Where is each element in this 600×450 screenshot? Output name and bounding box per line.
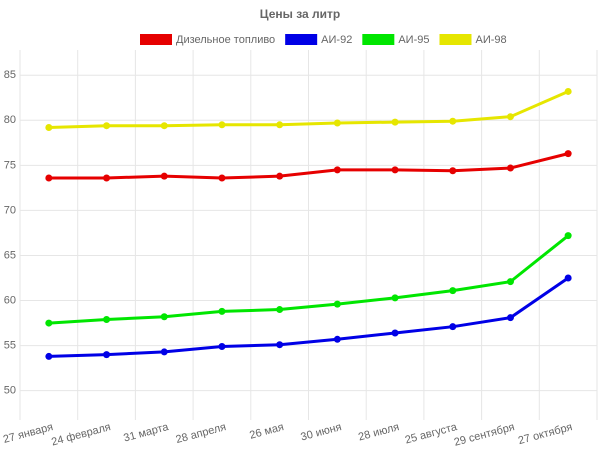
y-tick-label: 75 <box>4 159 16 171</box>
data-point <box>391 294 399 302</box>
x-tick-label: 31 марта <box>122 421 170 445</box>
data-point <box>506 278 514 286</box>
data-point <box>564 150 572 158</box>
data-point <box>449 117 457 125</box>
y-tick-label: 85 <box>4 69 16 81</box>
series-line <box>48 234 570 325</box>
data-point <box>276 341 284 349</box>
data-point <box>564 232 572 240</box>
data-point <box>333 300 341 308</box>
data-point <box>218 174 226 182</box>
x-tick-label: 28 апреля <box>175 421 228 446</box>
data-point <box>391 166 399 174</box>
data-point <box>276 121 284 129</box>
data-point <box>160 122 168 130</box>
legend-swatch <box>285 34 318 45</box>
data-point <box>391 329 399 337</box>
series-line <box>48 152 569 180</box>
data-point <box>564 274 572 282</box>
data-point <box>45 319 53 327</box>
data-point <box>449 287 457 295</box>
data-point <box>333 335 341 343</box>
data-point <box>160 313 168 321</box>
y-tick-label: 80 <box>4 114 16 126</box>
data-point <box>333 119 341 127</box>
legend-swatch <box>439 34 472 45</box>
data-point <box>506 113 514 121</box>
y-tick-label: 70 <box>4 204 16 216</box>
y-tick-label: 60 <box>4 294 16 306</box>
series-line <box>48 90 569 130</box>
legend-swatch <box>140 34 172 45</box>
legend-swatch <box>362 34 395 45</box>
data-point <box>45 352 53 360</box>
x-tick-label: 24 февраля <box>50 421 112 448</box>
y-tick-label: 65 <box>4 249 16 261</box>
data-point <box>506 314 514 322</box>
data-point <box>506 164 514 172</box>
x-tick-label: 25 августа <box>404 421 459 447</box>
data-point <box>564 87 572 95</box>
x-tick-label: 27 октября <box>517 421 574 447</box>
data-point <box>103 351 111 359</box>
y-tick-label: 50 <box>4 385 16 397</box>
series-line <box>48 276 569 358</box>
x-tick-label: 28 июля <box>357 421 401 443</box>
legend-label: Дизельное топливо <box>176 34 275 46</box>
data-point <box>276 172 284 180</box>
data-point <box>218 343 226 351</box>
data-point <box>449 323 457 331</box>
data-point <box>45 174 53 182</box>
legend-label: АИ-98 <box>475 34 506 46</box>
data-point <box>103 174 111 182</box>
x-tick-label: 29 сентября <box>453 421 516 449</box>
data-point <box>45 124 53 132</box>
data-point <box>218 307 226 315</box>
data-point <box>103 315 111 323</box>
data-point <box>160 172 168 180</box>
x-tick-label: 27 января <box>2 421 55 446</box>
legend: Дизельное топливо АИ-92 АИ-95 АИ-98 <box>140 34 507 46</box>
data-point <box>218 121 226 129</box>
data-point <box>333 166 341 174</box>
legend-label: АИ-95 <box>398 34 429 46</box>
legend-label: АИ-92 <box>321 34 352 46</box>
x-tick-label: 30 июня <box>299 421 342 443</box>
y-tick-label: 55 <box>4 340 16 352</box>
x-tick-label: 26 мая <box>248 421 285 442</box>
data-point <box>276 306 284 314</box>
chart-title: Цены за литр <box>260 7 340 21</box>
data-point <box>449 167 457 175</box>
data-point <box>391 118 399 126</box>
data-point <box>103 122 111 130</box>
data-point <box>160 348 168 356</box>
